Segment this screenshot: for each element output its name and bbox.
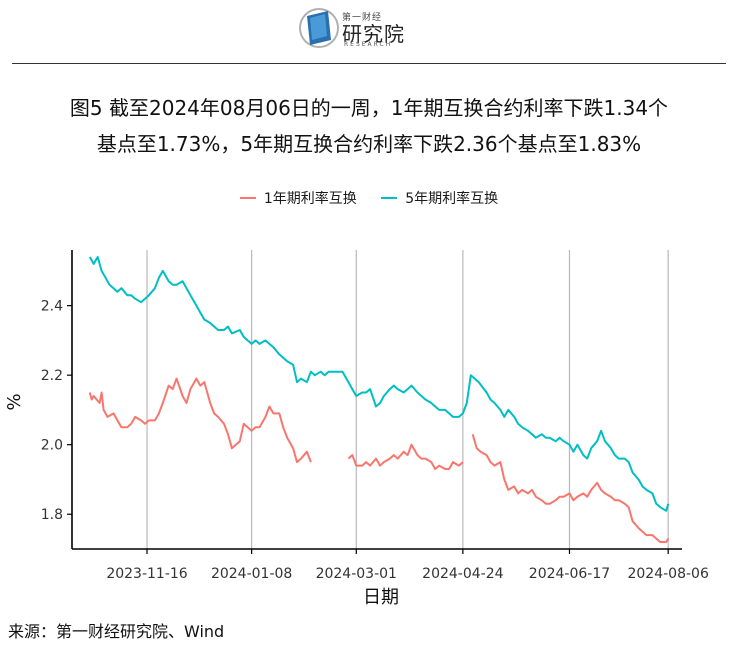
x-tick-label: 2024-08-06 [627, 566, 708, 582]
series-lines [88, 256, 670, 543]
y-ticks: 1.8 2.0 2.2 2.4 [41, 299, 72, 523]
series-line-5y [88, 256, 670, 512]
grid-lines [146, 250, 669, 549]
legend-label-5y: 5年期利率互换 [405, 191, 499, 207]
x-ticks: 2023-11-16 2024-01-08 2024-03-01 2024-04-24… [106, 549, 709, 582]
y-tick-label: 2.4 [41, 299, 63, 315]
logo-mark-icon [299, 8, 339, 48]
logo-small-text: 第一财经 [342, 13, 383, 23]
legend-item-1y: 1年期利率互换 [239, 188, 357, 208]
legend-item-5y: 5年期利率互换 [381, 188, 498, 208]
source-note: 来源：第一财经研究院、Wind [8, 622, 225, 641]
legend-label-1y: 1年期利率互换 [263, 191, 357, 207]
y-tick-label: 2.2 [41, 368, 63, 384]
line-chart: 1.8 2.0 2.2 2.4 2023-11-16 2024-01-08 2024-03… [4, 250, 709, 608]
y-tick-label: 2.0 [41, 438, 63, 454]
series-line-1y [88, 377, 670, 543]
x-tick-label: 2024-04-24 [422, 566, 503, 582]
y-axis-label: % [4, 393, 25, 410]
x-tick-label: 2024-01-08 [211, 566, 292, 582]
x-tick-label: 2023-11-16 [106, 566, 187, 582]
x-tick-label: 2024-03-01 [316, 566, 397, 582]
chart-title-line2: 基点至1.73%，5年期互换合约利率下跌2.36个基点至1.83% [96, 132, 642, 156]
chart-title-line1: 图5 截至2024年08月06日的一周，1年期互换合约利率下跌1.34个 [69, 96, 669, 120]
chart-legend: 1年期利率互换 5年期利率互换 [0, 187, 738, 208]
header-divider [12, 63, 726, 64]
legend-swatch-1y [239, 197, 256, 199]
logo: 第一财经 研究院 RESEARCH [298, 4, 408, 52]
axes [71, 250, 682, 550]
logo-main-text: 研究院 [342, 22, 405, 46]
logo-sub-text: RESEARCH [344, 41, 393, 48]
legend-swatch-5y [381, 197, 398, 199]
x-tick-label: 2024-06-17 [529, 566, 610, 582]
y-tick-label: 1.8 [41, 507, 63, 523]
x-axis-label: 日期 [363, 587, 399, 608]
